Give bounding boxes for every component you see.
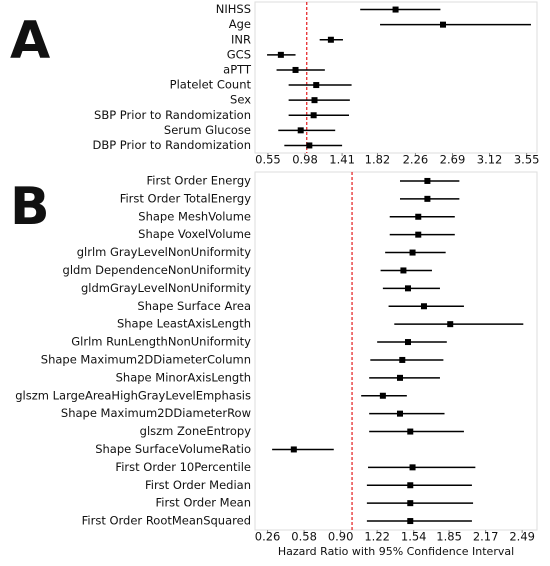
point-estimate [313, 82, 320, 89]
x-tick-label: 2.26 [403, 153, 429, 167]
panel-label: A [10, 11, 50, 71]
row-label: aPTT [223, 62, 252, 76]
point-estimate [409, 249, 416, 256]
row-label: Shape MinorAxisLength [116, 370, 251, 384]
row-label: First Order Median [145, 478, 251, 492]
row-label: Serum Glucose [164, 123, 251, 137]
point-estimate [404, 339, 411, 346]
x-tick-label: 1.54 [401, 530, 427, 544]
point-estimate [277, 51, 284, 58]
x-tick-label: 1.82 [365, 153, 391, 167]
point-estimate [399, 356, 406, 363]
x-tick-label: 0.58 [291, 530, 317, 544]
x-tick-label: 1.85 [436, 530, 462, 544]
row-label: Shape MeshVolume [138, 209, 251, 223]
row-label: Shape Surface Area [137, 299, 251, 313]
panel-label: B [10, 177, 50, 237]
row-label: GCS [227, 47, 251, 61]
x-tick-label: 2.17 [473, 530, 499, 544]
row-label: Age [229, 17, 251, 31]
row-label: SBP Prior to Randomization [94, 108, 251, 122]
point-estimate [311, 97, 318, 104]
point-estimate [407, 518, 414, 525]
x-tick-label: 2.69 [440, 153, 466, 167]
point-estimate [420, 303, 427, 310]
point-estimate [310, 112, 317, 119]
point-estimate [290, 446, 297, 453]
row-label: Glrlm RunLengthNonUniformity [71, 335, 251, 349]
row-label: Shape VoxelVolume [138, 227, 251, 241]
row-label: First Order TotalEnergy [120, 191, 252, 205]
row-label: glrlm GrayLevelNonUniformity [77, 245, 251, 259]
row-label: Sex [230, 93, 251, 107]
x-tick-label: 3.55 [514, 153, 540, 167]
row-label: Shape Maximum2DDiameterRow [61, 406, 251, 420]
point-estimate [447, 321, 454, 328]
row-label: glszm LargeAreaHighGrayLevelEmphasis [15, 388, 251, 402]
point-estimate [379, 392, 386, 399]
x-tick-label: 0.26 [255, 530, 281, 544]
x-tick-label: 1.41 [329, 153, 355, 167]
x-tick-label: 0.55 [255, 153, 281, 167]
plot-frame [254, 171, 538, 531]
row-label: Platelet Count [170, 78, 252, 92]
x-axis-title: Hazard Ratio with 95% Confidence Interva… [278, 545, 514, 558]
point-estimate [424, 177, 431, 184]
x-tick-label: 1.22 [364, 530, 390, 544]
x-tick-label: 0.90 [328, 530, 354, 544]
row-label: First Order Mean [155, 496, 251, 510]
row-label: First Order Energy [147, 173, 252, 187]
row-label: Shape LeastAxisLength [117, 317, 251, 331]
x-tick-label: 3.12 [477, 153, 503, 167]
x-tick-label: 2.49 [509, 530, 535, 544]
row-label: Shape SurfaceVolumeRatio [95, 442, 251, 456]
row-label: First Order 10Percentile [115, 460, 251, 474]
point-estimate [424, 195, 431, 202]
row-label: gldm DependenceNonUniformity [63, 263, 252, 277]
point-estimate [407, 428, 414, 435]
point-estimate [415, 213, 422, 220]
point-estimate [306, 142, 313, 149]
row-label: First Order RootMeanSquared [82, 514, 251, 528]
point-estimate [297, 127, 304, 134]
plot-frame [254, 1, 538, 154]
point-estimate [440, 21, 446, 28]
point-estimate [327, 36, 334, 43]
row-label: gldmGrayLevelNonUniformity [81, 281, 251, 295]
point-estimate [392, 6, 399, 13]
row-label: Shape Maximum2DDiameterColumn [41, 352, 251, 366]
point-estimate [396, 374, 403, 381]
row-label: INR [231, 32, 251, 46]
point-estimate [407, 482, 414, 489]
point-estimate [404, 285, 411, 292]
row-label: glszm ZoneEntropy [140, 424, 252, 438]
point-estimate [292, 66, 299, 73]
point-estimate [409, 464, 416, 471]
point-estimate [415, 231, 422, 238]
point-estimate [407, 500, 414, 507]
x-tick-label: 0.98 [292, 153, 318, 167]
row-label: NIHSS [216, 2, 251, 16]
point-estimate [400, 267, 407, 274]
row-label: DBP Prior to Randomization [92, 138, 251, 152]
point-estimate [396, 410, 403, 417]
